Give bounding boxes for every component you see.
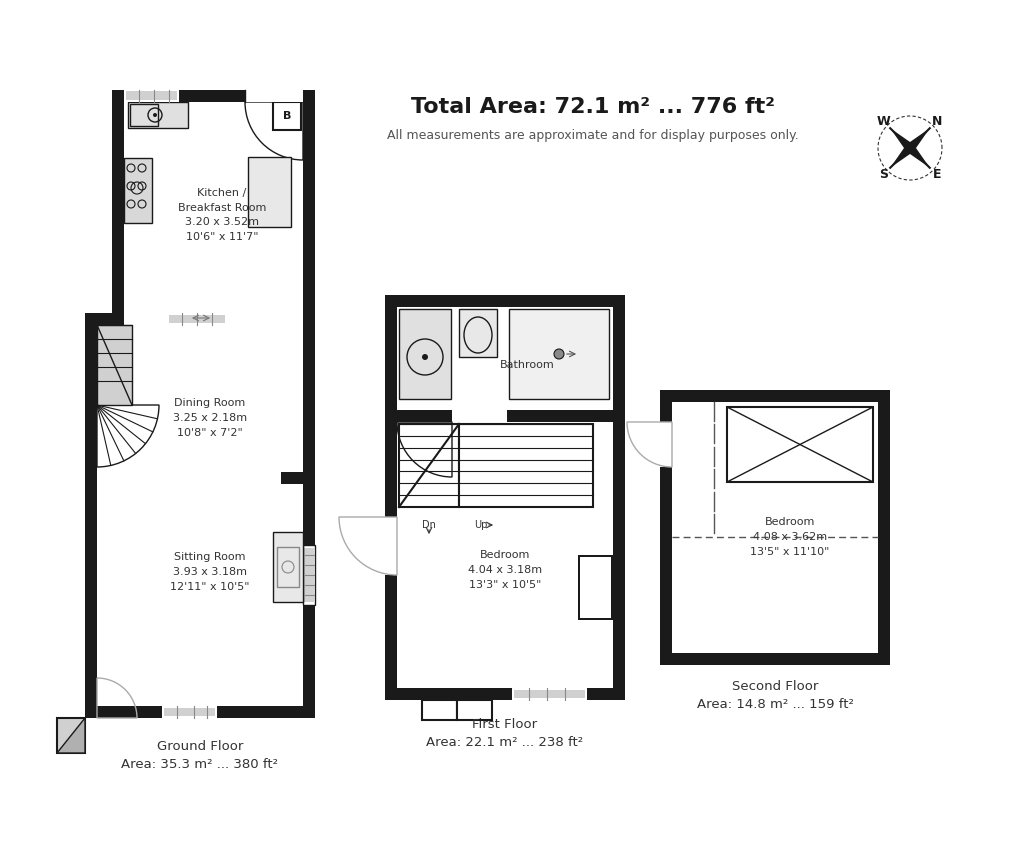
Text: All measurements are approximate and for display purposes only.: All measurements are approximate and for…	[387, 129, 798, 142]
Text: Ground Floor
Area: 35.3 m² ... 380 ft²: Ground Floor Area: 35.3 m² ... 380 ft²	[121, 740, 278, 771]
Text: Second Floor
Area: 14.8 m² ... 159 ft²: Second Floor Area: 14.8 m² ... 159 ft²	[696, 680, 853, 711]
Bar	[578, 555, 612, 620]
Bar	[167, 313, 227, 325]
Polygon shape	[906, 144, 929, 168]
Text: Bathroom: Bathroom	[499, 360, 554, 370]
Bar	[659, 422, 672, 467]
Bar	[164, 708, 215, 716]
Bar	[124, 90, 178, 102]
Bar	[273, 102, 301, 130]
Text: Bedroom
4.08 x 3.62m
13'5" x 11'10": Bedroom 4.08 x 3.62m 13'5" x 11'10"	[750, 518, 828, 556]
Bar	[280, 472, 303, 484]
Bar	[127, 102, 187, 128]
Polygon shape	[57, 718, 85, 753]
Text: Total Area: 72.1 m² ... 776 ft²: Total Area: 72.1 m² ... 776 ft²	[411, 97, 774, 117]
Bar	[85, 313, 315, 718]
Bar	[169, 315, 225, 323]
Polygon shape	[422, 700, 457, 720]
Bar	[512, 688, 586, 700]
Bar	[126, 91, 177, 100]
Bar	[97, 325, 303, 706]
Polygon shape	[906, 128, 929, 151]
Bar	[124, 158, 152, 223]
Bar	[273, 102, 301, 130]
Polygon shape	[457, 700, 491, 720]
Bar	[459, 309, 496, 357]
Bar	[459, 424, 592, 507]
Text: B: B	[282, 111, 290, 121]
Bar	[384, 295, 625, 700]
Bar	[183, 312, 219, 325]
Text: Kitchen /
Breakfast Room
3.20 x 3.52m
10'6" x 11'7": Kitchen / Breakfast Room 3.20 x 3.52m 10…	[177, 187, 266, 242]
Bar	[248, 157, 290, 227]
Bar	[508, 309, 608, 399]
Text: Dn: Dn	[422, 520, 435, 530]
Bar	[304, 548, 314, 602]
Polygon shape	[890, 128, 913, 151]
Bar	[112, 90, 315, 318]
Bar	[97, 325, 131, 405]
Bar	[97, 325, 131, 405]
Bar	[459, 309, 496, 357]
Circle shape	[153, 113, 157, 117]
Bar	[124, 306, 303, 327]
Bar	[384, 517, 396, 575]
Bar	[727, 407, 872, 482]
Text: N: N	[930, 115, 942, 128]
Text: First Floor
Area: 22.1 m² ... 238 ft²: First Floor Area: 22.1 m² ... 238 ft²	[426, 718, 583, 749]
Bar	[727, 407, 872, 482]
Bar	[248, 157, 290, 227]
Polygon shape	[57, 718, 85, 753]
Bar	[398, 424, 459, 507]
Polygon shape	[890, 144, 913, 168]
Text: W: W	[875, 115, 890, 128]
Bar	[245, 90, 303, 102]
Bar	[396, 410, 612, 422]
Bar	[459, 424, 592, 507]
Bar	[277, 547, 299, 587]
Bar	[127, 102, 187, 128]
Bar	[451, 410, 506, 422]
Text: E: E	[931, 168, 941, 181]
Bar	[303, 545, 315, 605]
Bar	[672, 402, 877, 653]
Text: Bedroom
4.04 x 3.18m
13'3" x 10'5": Bedroom 4.04 x 3.18m 13'3" x 10'5"	[468, 550, 541, 590]
Bar	[398, 424, 459, 507]
Bar	[124, 102, 303, 306]
Text: S: S	[877, 168, 887, 181]
Text: Dining Room
3.25 x 2.18m
10'8" x 7'2": Dining Room 3.25 x 2.18m 10'8" x 7'2"	[173, 398, 247, 438]
Circle shape	[422, 354, 428, 360]
Bar	[580, 557, 610, 618]
Text: Up: Up	[474, 520, 487, 530]
Bar	[514, 690, 585, 698]
Bar	[129, 104, 158, 126]
Wedge shape	[97, 405, 159, 467]
Bar	[398, 309, 450, 399]
Bar	[396, 307, 612, 688]
Bar	[398, 309, 450, 399]
Bar	[124, 158, 152, 223]
Bar	[303, 545, 315, 605]
Bar	[273, 532, 303, 602]
Bar	[659, 390, 890, 665]
Circle shape	[553, 349, 564, 359]
Text: Sitting Room
3.93 x 3.18m
12'11" x 10'5": Sitting Room 3.93 x 3.18m 12'11" x 10'5"	[170, 552, 250, 592]
Bar	[273, 532, 303, 602]
Bar	[508, 309, 608, 399]
Bar	[162, 706, 217, 718]
